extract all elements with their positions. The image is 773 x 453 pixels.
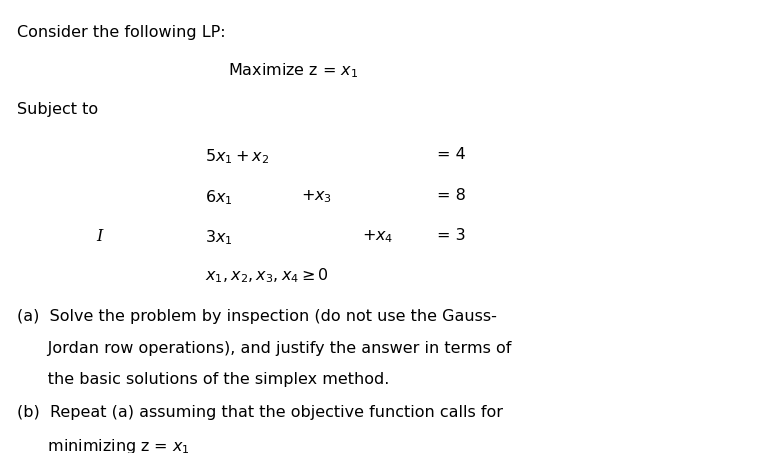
Text: I: I: [97, 228, 103, 245]
Text: = 8: = 8: [437, 188, 465, 203]
Text: the basic solutions of the simplex method.: the basic solutions of the simplex metho…: [17, 372, 390, 387]
Text: = 4: = 4: [437, 147, 465, 162]
Text: $6x_1$: $6x_1$: [205, 188, 233, 207]
Text: $+ x_3$: $+ x_3$: [301, 188, 332, 205]
Text: Jordan row operations), and justify the answer in terms of: Jordan row operations), and justify the …: [17, 341, 512, 356]
Text: Consider the following LP:: Consider the following LP:: [17, 25, 226, 40]
Text: Subject to: Subject to: [17, 102, 98, 117]
Text: $x_1, x_2, x_3, x_4 \geq 0$: $x_1, x_2, x_3, x_4 \geq 0$: [205, 266, 329, 285]
Text: = 3: = 3: [437, 228, 465, 243]
Text: $5x_1 + x_2$: $5x_1 + x_2$: [205, 147, 269, 166]
Text: (b)  Repeat (a) assuming that the objective function calls for: (b) Repeat (a) assuming that the objecti…: [17, 405, 503, 420]
Text: Maximize z = $x_1$: Maximize z = $x_1$: [228, 61, 359, 80]
Text: (a)  Solve the problem by inspection (do not use the Gauss-: (a) Solve the problem by inspection (do …: [17, 309, 497, 324]
Text: minimizing z = $x_1$: minimizing z = $x_1$: [17, 437, 190, 453]
Text: $+ x_4$: $+ x_4$: [362, 228, 393, 245]
Text: $3x_1$: $3x_1$: [205, 228, 233, 246]
